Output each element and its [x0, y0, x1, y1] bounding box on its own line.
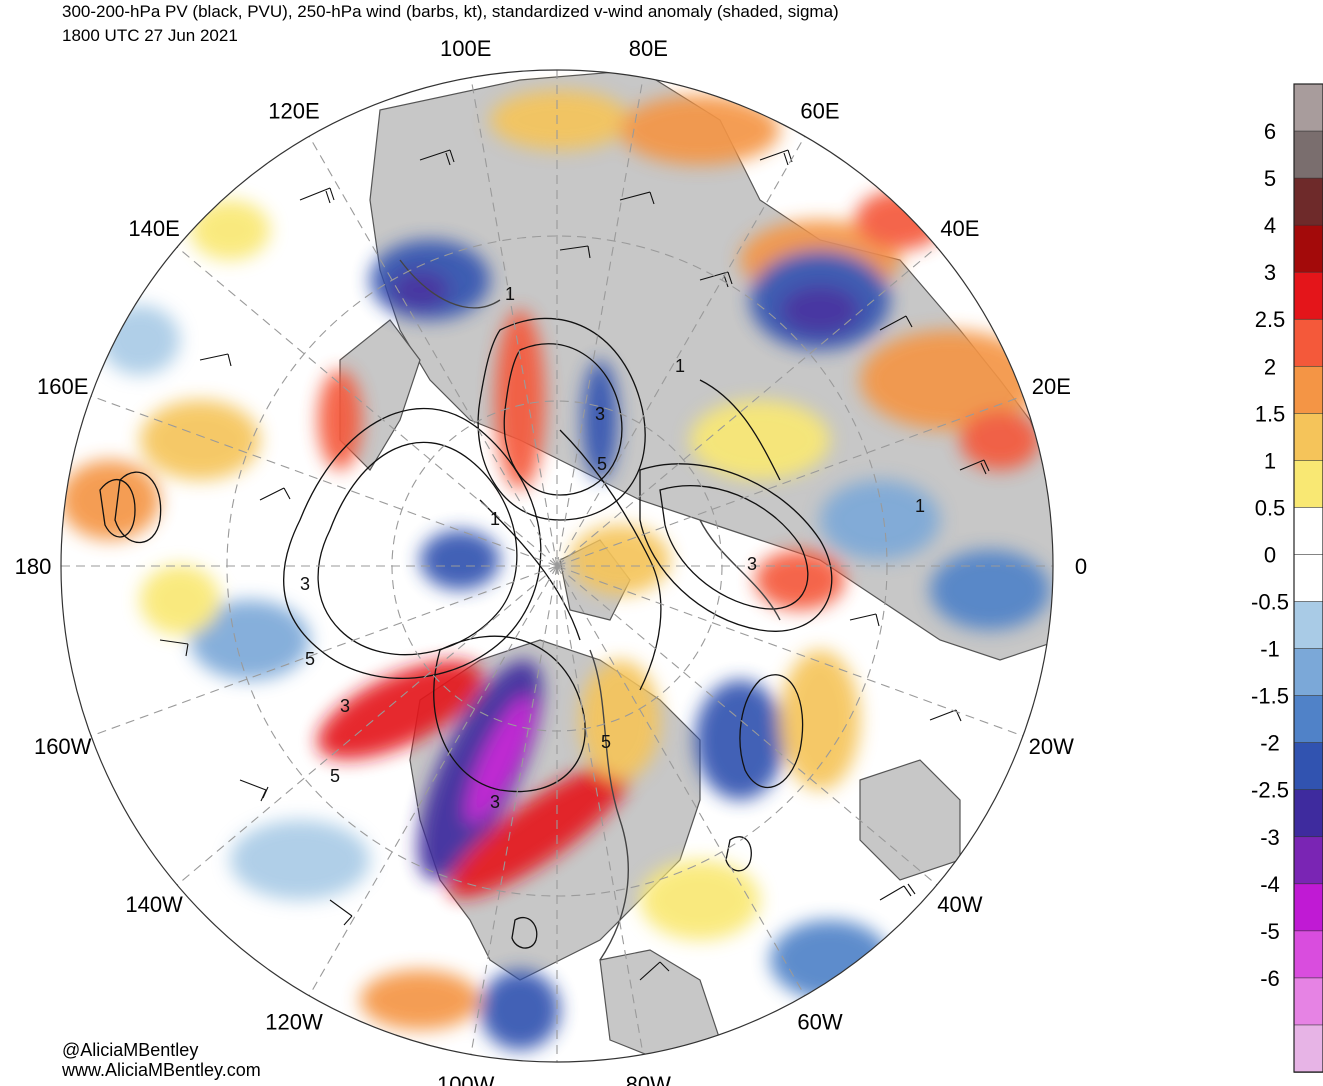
contour-labels: 1 1 3 5 3 5 3 1 5 3 3 5 1: [300, 284, 925, 812]
colorbar-label: -5: [1260, 919, 1280, 944]
longitude-label-20w: 20W: [1029, 734, 1074, 759]
contour-label: 5: [305, 649, 315, 669]
credit-twitter: @AliciaMBentley: [62, 1040, 199, 1060]
longitude-label-40e: 40E: [940, 216, 979, 241]
contour-label: 3: [747, 554, 757, 574]
colorbar-segment: [1293, 177, 1323, 226]
colorbar-segment: [1293, 789, 1323, 838]
colorbar-label: 6: [1264, 119, 1276, 144]
map-border: [60, 69, 1054, 1063]
credit-website: www.AliciaMBentley.com: [62, 1060, 261, 1080]
longitude-label-140e: 140E: [128, 216, 179, 241]
colorbar-label: 2.5: [1255, 307, 1286, 332]
colorbar-segment: [1293, 224, 1323, 273]
colorbar-label: -4: [1260, 872, 1280, 897]
longitude-label-80e: 80E: [629, 36, 668, 61]
colorbar-label: 4: [1264, 213, 1276, 238]
colorbar-label: -1: [1260, 637, 1280, 662]
contour-label: 3: [595, 404, 605, 424]
longitude-label-60e: 60E: [800, 99, 839, 124]
colorbar-label: 0: [1264, 543, 1276, 568]
colorbar-segment: [1293, 695, 1323, 744]
colorbar-segment: [1293, 83, 1323, 132]
pv-contours: [99, 317, 833, 949]
longitude-label-120e: 120E: [268, 99, 319, 124]
longitude-label-140w: 140W: [125, 892, 183, 917]
longitude-label-120w: 120W: [265, 1010, 323, 1035]
colorbar-label: -3: [1260, 825, 1280, 850]
colorbar-label: -0.5: [1251, 590, 1289, 615]
colorbar-segment: [1293, 648, 1323, 697]
contour-label: 1: [675, 356, 685, 376]
contour-label: 1: [490, 509, 500, 529]
colorbar-label: 1: [1264, 448, 1276, 473]
colorbar: 6 5 4 3 2.5 2 1.5 1 0.5 0 -0.5 -1 -1.5 -2 -2.5 -3 -4 -5 -6: [1251, 83, 1323, 1073]
wind-barbs: [159, 149, 990, 981]
longitude-label-80w: 80W: [626, 1072, 671, 1086]
contour-label: 1: [915, 496, 925, 516]
longitude-label-100e: 100E: [440, 36, 491, 61]
contour-label: 3: [490, 792, 500, 812]
colorbar-segment: [1293, 271, 1323, 321]
colorbar-segment: [1293, 1024, 1323, 1073]
colorbar-segment: [1293, 601, 1323, 650]
colorbar-label: -6: [1260, 966, 1280, 991]
colorbar-label: 5: [1264, 166, 1276, 191]
colorbar-segment: [1293, 742, 1323, 791]
contour-label: 3: [340, 696, 350, 716]
colorbar-segment: [1293, 507, 1323, 556]
contour-label: 3: [300, 574, 310, 594]
longitude-label-160w: 160W: [34, 734, 92, 759]
colorbar-label: 0.5: [1255, 495, 1286, 520]
contour-label: 5: [330, 766, 340, 786]
map-valid-time: 1800 UTC 27 Jun 2021: [62, 26, 238, 45]
colorbar-segment: [1293, 836, 1323, 885]
colorbar-segment: [1293, 883, 1323, 932]
colorbar-segment: [1293, 318, 1323, 368]
colorbar-label: -2: [1260, 731, 1280, 756]
coastlines: [399, 259, 781, 961]
colorbar-segment: [1293, 554, 1323, 603]
colorbar-label: -1.5: [1251, 684, 1289, 709]
longitude-label-60w: 60W: [797, 1010, 842, 1035]
longitude-label-160e: 160E: [37, 374, 88, 399]
longitude-label-40w: 40W: [937, 892, 982, 917]
contour-label: 1: [505, 284, 515, 304]
colorbar-label: -2.5: [1251, 778, 1289, 803]
colorbar-frame: [1293, 83, 1323, 1073]
colorbar-segment: [1293, 930, 1323, 979]
longitude-label-100w: 100W: [437, 1072, 495, 1086]
map-title: 300-200-hPa PV (black, PVU), 250-hPa win…: [62, 2, 839, 21]
colorbar-segment: [1293, 413, 1323, 462]
colorbar-segment: [1293, 365, 1323, 415]
anomaly-shading: [61, 90, 1050, 1050]
longitude-label-0: 0: [1075, 554, 1087, 579]
colorbar-segment: [1293, 460, 1323, 509]
longitude-labels: 020E40E60E80E100E120E140E160E180160W140W…: [15, 36, 1087, 1086]
colorbar-label: 3: [1264, 260, 1276, 285]
colorbar-label: 1.5: [1255, 401, 1286, 426]
longitude-label-180: 180: [15, 554, 52, 579]
contour-label: 5: [597, 454, 607, 474]
longitude-label-20e: 20E: [1032, 374, 1071, 399]
colorbar-segment: [1293, 977, 1323, 1026]
contour-label: 5: [601, 732, 611, 752]
graticule: [61, 70, 1053, 1062]
colorbar-label: 2: [1264, 354, 1276, 379]
colorbar-segment: [1293, 130, 1323, 179]
